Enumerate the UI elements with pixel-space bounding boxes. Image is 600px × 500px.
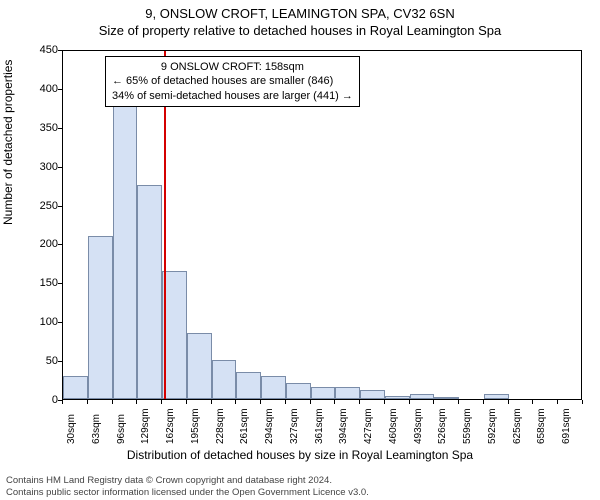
x-tick-mark [186,400,187,404]
x-tick-mark [557,400,558,404]
y-tick-mark [58,89,62,90]
y-tick-mark [58,283,62,284]
histogram-bar [360,390,385,399]
histogram-bar [286,383,311,399]
x-tick-mark [582,400,583,404]
x-tick-mark [532,400,533,404]
x-tick-mark [458,400,459,404]
x-tick-label: 261sqm [239,408,250,444]
histogram-bar [88,236,113,399]
y-tick-mark [58,50,62,51]
x-tick-label: 526sqm [437,408,448,444]
page-title-line1: 9, ONSLOW CROFT, LEAMINGTON SPA, CV32 6S… [0,0,600,21]
page-title-line2: Size of property relative to detached ho… [0,21,600,38]
x-tick-label: 691sqm [561,408,572,444]
x-tick-label: 625sqm [512,408,523,444]
x-tick-label: 559sqm [462,408,473,444]
x-tick-mark [433,400,434,404]
x-tick-label: 592sqm [487,408,498,444]
x-tick-label: 427sqm [363,408,374,444]
histogram-bar [63,376,88,399]
y-tick-label: 250 [40,200,58,212]
x-tick-mark [87,400,88,404]
x-tick-label: 30sqm [66,414,77,444]
y-tick-mark [58,244,62,245]
x-tick-label: 394sqm [338,408,349,444]
histogram-bar [311,387,336,399]
x-tick-label: 162sqm [165,408,176,444]
x-tick-mark [508,400,509,404]
x-tick-label: 493sqm [413,408,424,444]
x-tick-label: 327sqm [289,408,300,444]
x-tick-mark [161,400,162,404]
footer-line2: Contains public sector information licen… [6,487,369,498]
y-tick-mark [58,322,62,323]
histogram-bar [434,397,459,399]
histogram-bar [137,185,162,399]
x-tick-label: 361sqm [314,408,325,444]
histogram-bar [484,394,509,399]
y-axis-label: Number of detached properties [1,60,15,225]
x-tick-label: 63sqm [91,414,102,444]
y-tick-label: 400 [40,83,58,95]
footer-attribution: Contains HM Land Registry data © Crown c… [6,475,369,498]
histogram-bar [113,103,138,399]
x-tick-label: 228sqm [215,408,226,444]
y-tick-label: 350 [40,122,58,134]
x-tick-mark [310,400,311,404]
histogram-bar [410,394,435,399]
y-tick-label: 50 [46,355,58,367]
histogram-bar [162,271,187,399]
histogram-bar [187,333,212,399]
annotation-line: 9 ONSLOW CROFT: 158sqm [112,60,353,74]
y-tick-label: 200 [40,238,58,250]
x-tick-label: 294sqm [264,408,275,444]
x-tick-mark [235,400,236,404]
x-tick-label: 96sqm [116,414,127,444]
annotation-line: 34% of semi-detached houses are larger (… [112,89,353,103]
x-tick-mark [211,400,212,404]
y-tick-label: 300 [40,161,58,173]
footer-line1: Contains HM Land Registry data © Crown c… [6,475,369,486]
y-tick-label: 100 [40,316,58,328]
x-tick-mark [62,400,63,404]
x-tick-mark [112,400,113,404]
annotation-line: ← 65% of detached houses are smaller (84… [112,74,353,88]
y-tick-mark [58,361,62,362]
x-tick-mark [409,400,410,404]
x-tick-mark [136,400,137,404]
histogram-bar [212,360,237,399]
x-tick-mark [483,400,484,404]
x-tick-label: 195sqm [190,408,201,444]
x-tick-label: 129sqm [140,408,151,444]
x-tick-mark [384,400,385,404]
x-tick-label: 658sqm [536,408,547,444]
x-tick-mark [285,400,286,404]
y-tick-mark [58,128,62,129]
x-tick-mark [359,400,360,404]
histogram-bar [385,396,410,399]
histogram-bar [261,376,286,399]
y-tick-mark [58,206,62,207]
x-tick-mark [334,400,335,404]
x-axis-title: Distribution of detached houses by size … [0,448,600,462]
annotation-box: 9 ONSLOW CROFT: 158sqm← 65% of detached … [105,56,360,107]
x-tick-label: 460sqm [388,408,399,444]
y-tick-label: 450 [40,44,58,56]
histogram-bar [236,372,261,399]
y-tick-mark [58,167,62,168]
x-tick-mark [260,400,261,404]
histogram-bar [335,387,360,399]
y-tick-label: 150 [40,277,58,289]
